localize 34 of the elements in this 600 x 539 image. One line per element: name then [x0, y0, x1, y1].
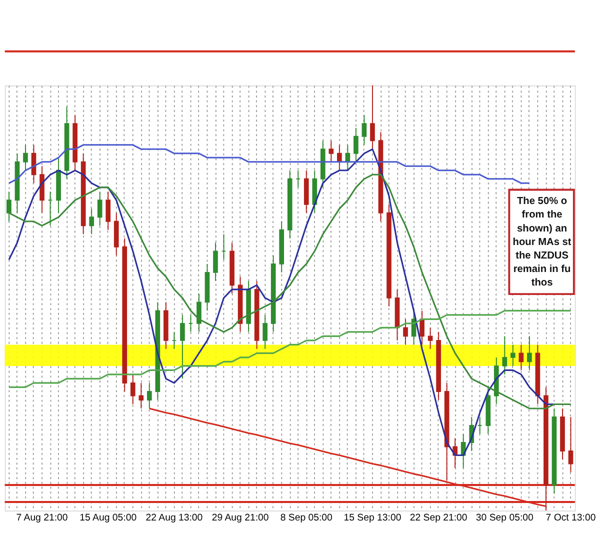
candlestick	[510, 344, 516, 366]
x-tick-label: 15 Aug 05:00	[80, 512, 137, 524]
annotation: The 50% o from the shown) an hour MAs st the NZDUS remain in fu thos	[512, 196, 572, 288]
candlestick	[180, 314, 185, 380]
candlestick	[106, 191, 111, 230]
candlestick	[89, 208, 94, 235]
candlestick	[130, 374, 136, 405]
candlestick	[262, 314, 268, 350]
candlestick	[213, 242, 218, 282]
candlestick	[23, 144, 28, 171]
candlestick	[420, 310, 424, 346]
x-tick-label: 15 Sep 13:00	[344, 512, 402, 524]
candlestick	[568, 416, 574, 473]
candlestick	[403, 318, 408, 346]
candlestick	[518, 344, 524, 371]
x-tick-label: 22 Aug 13:00	[146, 512, 203, 524]
candlestick	[97, 191, 102, 226]
x-tick-label: 8 Sep 05:00	[280, 512, 332, 524]
candlestick	[354, 127, 358, 162]
x-tick-label: 30 Sep 05:00	[476, 512, 534, 524]
candlestick	[196, 293, 202, 332]
candlestick	[328, 140, 334, 162]
candlestick	[527, 336, 532, 371]
x-tick-label: 7 Oct 13:00	[546, 512, 596, 524]
x-tick-label: 29 Aug 21:00	[212, 512, 269, 524]
candlestick	[146, 382, 152, 409]
candlestick	[370, 84, 375, 150]
candlestick	[138, 382, 144, 409]
candlestick	[362, 114, 367, 146]
candlestick	[428, 327, 433, 350]
candlestick	[502, 336, 508, 375]
x-tick-label: 22 Sep 21:00	[410, 512, 468, 524]
x-tick-label: 7 Aug 21:00	[16, 512, 68, 524]
candlestick	[6, 191, 12, 222]
